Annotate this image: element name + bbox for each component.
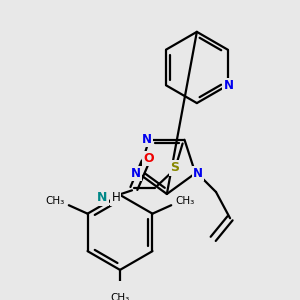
Text: N: N xyxy=(224,79,234,92)
Text: N: N xyxy=(97,191,108,204)
Text: N: N xyxy=(130,167,140,180)
Text: CH₃: CH₃ xyxy=(175,196,194,206)
Text: S: S xyxy=(171,161,180,174)
Text: CH₃: CH₃ xyxy=(46,196,65,206)
Text: N: N xyxy=(141,133,152,146)
Text: CH₃: CH₃ xyxy=(110,293,130,300)
Text: H: H xyxy=(111,191,120,204)
Text: O: O xyxy=(144,152,154,165)
Text: N: N xyxy=(193,167,203,180)
